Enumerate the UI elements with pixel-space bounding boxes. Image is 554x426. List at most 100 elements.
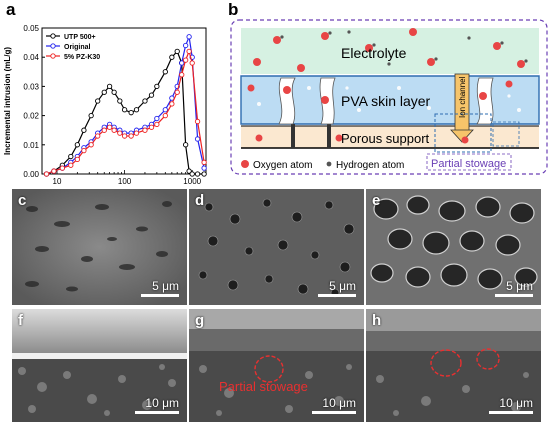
series-0-point bbox=[169, 54, 175, 60]
panel-label-d: d bbox=[195, 192, 205, 209]
series-0-point bbox=[74, 142, 80, 148]
partial-stowage-region bbox=[434, 113, 492, 153]
series-2-point bbox=[162, 112, 168, 119]
scale-bar-e: 5 μm bbox=[495, 279, 533, 297]
stowage-legend-box bbox=[426, 153, 512, 171]
legend-label-0: UTP 500+ bbox=[64, 34, 96, 41]
skin-label: PVA skin layer bbox=[341, 93, 431, 109]
electrolyte-label: Electrolyte bbox=[341, 45, 407, 61]
series-0-point bbox=[111, 89, 117, 95]
series-2-point bbox=[154, 121, 160, 128]
series-2-point bbox=[189, 60, 195, 66]
series-1-point bbox=[182, 42, 189, 49]
series-0-point bbox=[101, 89, 107, 95]
membrane-schematic: Electrolyte PVA skin layer Porous suppor… bbox=[230, 19, 548, 175]
series-0-point bbox=[162, 69, 168, 75]
series-2-point bbox=[169, 101, 175, 107]
series-0-point bbox=[186, 168, 192, 174]
series-0-point bbox=[88, 112, 94, 119]
series-0-point bbox=[174, 48, 180, 55]
y-tick-label: 0.02 bbox=[23, 112, 39, 121]
series-0-point bbox=[142, 98, 148, 104]
series-2-point bbox=[121, 133, 128, 139]
panel-label-f: f bbox=[18, 312, 23, 329]
series-2-point bbox=[68, 162, 74, 168]
hydrogen-legend-label: Hydrogen atom bbox=[336, 160, 404, 171]
series-2-point bbox=[174, 89, 180, 95]
sem-panel-c: c 5 μm bbox=[12, 189, 187, 305]
y-tick-label: 0.04 bbox=[23, 53, 39, 62]
series-0-point bbox=[201, 171, 207, 177]
panel-label-b: b bbox=[228, 0, 239, 19]
series-1-point bbox=[154, 115, 160, 122]
series-0-point bbox=[194, 171, 201, 177]
series-2-point bbox=[81, 147, 87, 154]
scale-bar-d: 5 μm bbox=[318, 279, 356, 297]
series-2-point bbox=[101, 127, 107, 133]
series-2-point bbox=[88, 142, 94, 148]
series-2-point bbox=[148, 124, 155, 130]
series-2-point bbox=[106, 124, 113, 130]
series-0-point bbox=[121, 107, 128, 113]
series-1-point bbox=[194, 136, 201, 142]
series-2-point bbox=[43, 171, 50, 177]
sem-panel-f: f 10 μm bbox=[12, 309, 187, 422]
oxygen-legend-label: Oxygen atom bbox=[253, 160, 312, 171]
series-2-point bbox=[51, 168, 57, 174]
series-0-point bbox=[154, 83, 160, 90]
series-2-point bbox=[59, 165, 66, 171]
series-2-point bbox=[117, 130, 123, 136]
series-0-point bbox=[68, 153, 74, 160]
pore-size-chart: 0.000.010.020.030.040.05101001000Pore di… bbox=[3, 24, 207, 200]
support-label: Porous support bbox=[341, 131, 430, 146]
series-0-point bbox=[182, 142, 189, 148]
series-1-point bbox=[179, 60, 185, 66]
series-2-point bbox=[194, 118, 201, 125]
series-0-point bbox=[95, 98, 101, 104]
y-axis-label: Incremental intrusion (mL/g) bbox=[3, 47, 12, 155]
ion-channel-label: Ion channel bbox=[458, 76, 467, 118]
panel-label-c: c bbox=[18, 192, 27, 209]
series-0-point bbox=[148, 92, 155, 98]
y-tick-label: 0.01 bbox=[23, 141, 39, 150]
series-2-point bbox=[179, 72, 185, 78]
stowage-legend-label: Partial stowage bbox=[431, 158, 506, 170]
series-2-point bbox=[142, 127, 148, 133]
sem-panel-d: d 5 μm bbox=[189, 189, 364, 305]
series-2-point bbox=[133, 130, 140, 136]
panel-label-g: g bbox=[195, 312, 205, 329]
legend-marker-1 bbox=[50, 43, 56, 49]
legend-marker-2 bbox=[50, 53, 56, 59]
panel-label-a: a bbox=[6, 0, 16, 19]
series-2-point bbox=[186, 48, 192, 55]
y-tick-label: 0.05 bbox=[23, 24, 39, 33]
series-0-point bbox=[117, 98, 123, 104]
oxygen-legend-icon bbox=[241, 160, 249, 168]
series-2-point bbox=[182, 57, 189, 63]
series-2-point bbox=[201, 159, 207, 165]
stowage-marker-h2 bbox=[476, 348, 500, 370]
stowage-marker-g bbox=[254, 355, 284, 383]
y-tick-label: 0.03 bbox=[23, 82, 39, 91]
scale-bar-h: 10 μm bbox=[489, 396, 533, 414]
panel-label-h: h bbox=[372, 312, 382, 329]
sem-panel-e: e 5 μm bbox=[366, 189, 541, 305]
series-1-point bbox=[162, 107, 168, 113]
series-2-point bbox=[111, 127, 117, 133]
series-0-point bbox=[128, 110, 134, 116]
panel-label-e: e bbox=[372, 192, 381, 209]
hydrogen-legend-icon bbox=[326, 161, 332, 167]
legend-marker-0 bbox=[50, 33, 56, 39]
legend-label-1: Original bbox=[64, 44, 91, 51]
scale-bar-g: 10 μm bbox=[312, 396, 356, 414]
series-2-point bbox=[95, 133, 101, 139]
series-2-point bbox=[74, 156, 80, 163]
scale-bar-f: 10 μm bbox=[135, 396, 179, 414]
series-1-point bbox=[186, 34, 192, 40]
series-1-point bbox=[201, 165, 207, 171]
plot-frame bbox=[41, 27, 207, 175]
series-0-point bbox=[189, 171, 195, 177]
partial-stowage-annotation: Partial stowage bbox=[219, 379, 308, 394]
x-tick-label: 100 bbox=[118, 177, 132, 186]
electrolyte-layer bbox=[241, 28, 539, 74]
